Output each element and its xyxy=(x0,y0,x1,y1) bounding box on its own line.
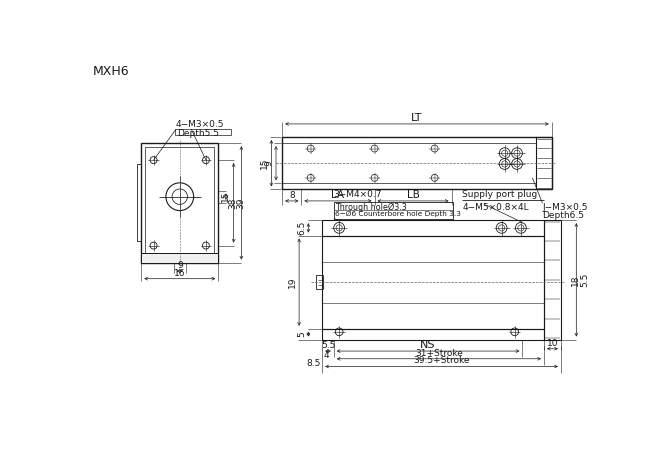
Text: 39.5+Stroke: 39.5+Stroke xyxy=(413,356,470,366)
Text: MXH6: MXH6 xyxy=(93,66,130,79)
Text: 15: 15 xyxy=(221,191,230,203)
Text: Depth6.5: Depth6.5 xyxy=(542,211,584,220)
Text: 5.5: 5.5 xyxy=(321,341,335,350)
Bar xyxy=(544,220,561,339)
Text: 10: 10 xyxy=(547,339,558,348)
Text: 31+Stroke: 31+Stroke xyxy=(415,349,463,358)
Bar xyxy=(322,235,544,329)
Text: 39: 39 xyxy=(236,197,245,209)
Bar xyxy=(322,329,544,339)
Text: 18: 18 xyxy=(571,274,580,285)
Text: Depth5.5: Depth5.5 xyxy=(177,129,219,139)
Bar xyxy=(141,253,218,263)
Text: LT: LT xyxy=(411,113,422,123)
Text: 38: 38 xyxy=(229,197,238,209)
Bar xyxy=(145,147,214,259)
Text: 9: 9 xyxy=(265,161,274,166)
Bar xyxy=(316,275,323,289)
Text: 6−Ø6 Counterbore hole Depth 3.3: 6−Ø6 Counterbore hole Depth 3.3 xyxy=(335,211,461,217)
Bar xyxy=(141,143,218,263)
Text: Through holeØ3.3: Through holeØ3.3 xyxy=(335,203,407,212)
Text: 4−M3×0.5: 4−M3×0.5 xyxy=(176,120,225,129)
Text: LA: LA xyxy=(331,190,345,200)
Text: LB: LB xyxy=(407,190,419,200)
Bar xyxy=(141,253,218,263)
Text: J−M3×0.5: J−M3×0.5 xyxy=(542,203,588,212)
Bar xyxy=(282,137,552,190)
Bar xyxy=(175,129,231,135)
Text: 19: 19 xyxy=(288,277,297,288)
Text: 9: 9 xyxy=(177,261,183,270)
Bar xyxy=(137,164,141,241)
Text: 5: 5 xyxy=(297,331,306,337)
Text: 5.5: 5.5 xyxy=(580,273,589,287)
Text: 4: 4 xyxy=(324,351,329,360)
Text: 8.5: 8.5 xyxy=(307,359,321,368)
Text: 16: 16 xyxy=(174,269,185,278)
Text: NS: NS xyxy=(421,340,436,350)
Bar xyxy=(334,202,453,219)
Text: 3−M4×0.7: 3−M4×0.7 xyxy=(334,190,383,198)
Text: 8: 8 xyxy=(289,191,295,200)
Text: 6.5: 6.5 xyxy=(297,221,306,235)
Bar xyxy=(536,137,552,190)
Text: Supply port plug: Supply port plug xyxy=(462,190,538,198)
Bar xyxy=(322,220,544,235)
Text: 4−M5×0.8×4L: 4−M5×0.8×4L xyxy=(462,203,529,212)
Text: 15: 15 xyxy=(260,157,269,169)
